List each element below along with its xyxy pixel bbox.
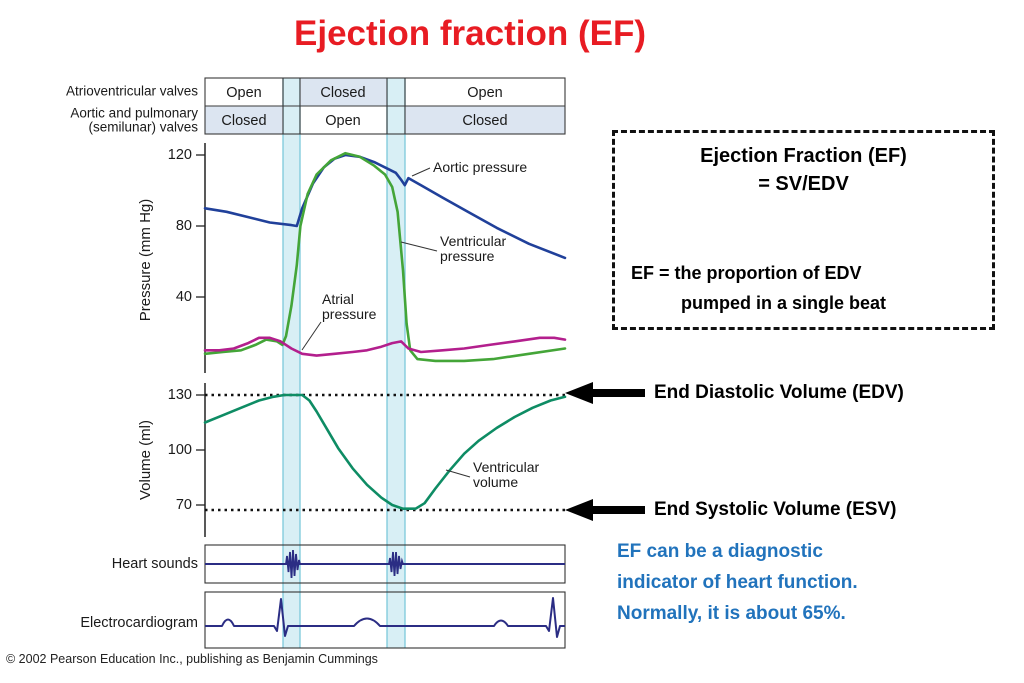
esv-callout: End Systolic Volume (ESV)	[565, 498, 896, 522]
ventricular-volume-curve	[203, 393, 567, 511]
ventricular-pressure-label-2: pressure	[440, 248, 495, 264]
shaded-cell	[205, 106, 283, 134]
pressure-tick-120: 120	[168, 147, 192, 163]
pressure-tick-40: 40	[176, 289, 192, 305]
shaded-cell	[300, 78, 387, 106]
ecg-label: Electrocardiogram	[80, 615, 198, 631]
semilunar-cell-closed-2: Closed	[462, 113, 507, 129]
aortic-pressure-curve	[203, 153, 567, 260]
av-cell-closed: Closed	[320, 85, 365, 101]
ef-box-title: Ejection Fraction (EF)	[700, 145, 907, 167]
ventricular-pressure-curve	[203, 151, 567, 363]
shaded-cell	[405, 106, 565, 134]
volume-leader-line	[445, 469, 471, 478]
av-cell-open-1: Open	[226, 85, 261, 101]
left-arrow-icon	[565, 499, 645, 521]
aortic-pressure-label: Aortic pressure	[433, 159, 527, 175]
edv-esv-dotted-lines	[205, 393, 568, 512]
volume-tick-130: 130	[168, 387, 192, 403]
heart-sounds-panel: Heart sounds	[112, 544, 566, 584]
volume-axis-label: Volume (ml)	[137, 420, 154, 500]
volume-tick-100: 100	[168, 442, 192, 458]
semilunar-valves-row-label-2: (semilunar) valves	[88, 120, 198, 135]
pressure-axis-label: Pressure (mm Hg)	[137, 199, 154, 322]
ef-diagnostic-note: EF can be a diagnostic indicator of hear…	[617, 536, 858, 629]
valve-transition-bands	[282, 78, 406, 648]
ventricular-pressure-label-1: Ventricular	[440, 233, 506, 249]
first-heart-sound	[285, 549, 301, 579]
ef-formula-box: Ejection Fraction (EF) = SV/EDV EF = the…	[612, 130, 995, 330]
esv-label: End Systolic Volume (ESV)	[654, 499, 897, 520]
note-line-2: indicator of heart function.	[617, 572, 858, 593]
ef-box-spacer	[615, 198, 992, 258]
note-line-1: EF can be a diagnostic	[617, 541, 823, 562]
pressure-ticks	[196, 154, 205, 298]
atrial-pressure-label-2: pressure	[322, 306, 377, 322]
ef-box-definition-2: pumped in a single beat	[681, 293, 887, 313]
ecg-panel: Electrocardiogram	[80, 591, 566, 649]
annotation-leader-lines	[301, 167, 438, 351]
av-valves-row-label: Atrioventricular valves	[66, 84, 198, 99]
cardiac-cycle-diagram: Atrioventricular valves Aortic and pulmo…	[6, 77, 568, 666]
volume-ticks	[196, 394, 205, 506]
ef-box-definition-1: EF = the proportion of EDV	[631, 263, 862, 283]
atrial-pressure-label-1: Atrial	[322, 291, 354, 307]
edv-label: End Diastolic Volume (EDV)	[654, 382, 904, 403]
volume-curves	[203, 393, 567, 511]
valve-state-table: Atrioventricular valves Aortic and pulmo…	[66, 77, 566, 135]
second-heart-sound	[388, 551, 404, 577]
pressure-tick-80: 80	[176, 218, 192, 234]
table-grid	[204, 77, 566, 135]
edv-callout: End Diastolic Volume (EDV)	[565, 381, 904, 405]
copyright-text: © 2002 Pearson Education Inc., publishin…	[6, 652, 378, 666]
pressure-curves	[203, 151, 567, 363]
pressure-panel: 120 80 40 Pressure (mm Hg) Aortic pressu…	[137, 143, 567, 373]
atrial-pressure-curve	[203, 336, 567, 357]
ventricular-volume-label-2: volume	[473, 474, 518, 490]
volume-panel: 130 100 70 Volume (ml) Ventricular volum…	[137, 383, 568, 537]
semilunar-cell-closed-1: Closed	[221, 113, 266, 129]
note-line-3: Normally, it is about 65%.	[617, 603, 846, 624]
av-cell-open-2: Open	[467, 85, 502, 101]
left-arrow-icon	[565, 382, 645, 404]
slide-title: Ejection fraction (EF)	[294, 14, 646, 53]
semilunar-cell-open: Open	[325, 113, 360, 129]
ef-box-formula: = SV/EDV	[758, 173, 849, 195]
volume-tick-70: 70	[176, 497, 192, 513]
ecg-trace	[205, 597, 565, 638]
heart-sounds-label: Heart sounds	[112, 556, 198, 572]
ecg-box	[204, 591, 566, 649]
ventricular-volume-label-1: Ventricular	[473, 459, 539, 475]
semilunar-valves-row-label-1: Aortic and pulmonary	[70, 106, 198, 121]
